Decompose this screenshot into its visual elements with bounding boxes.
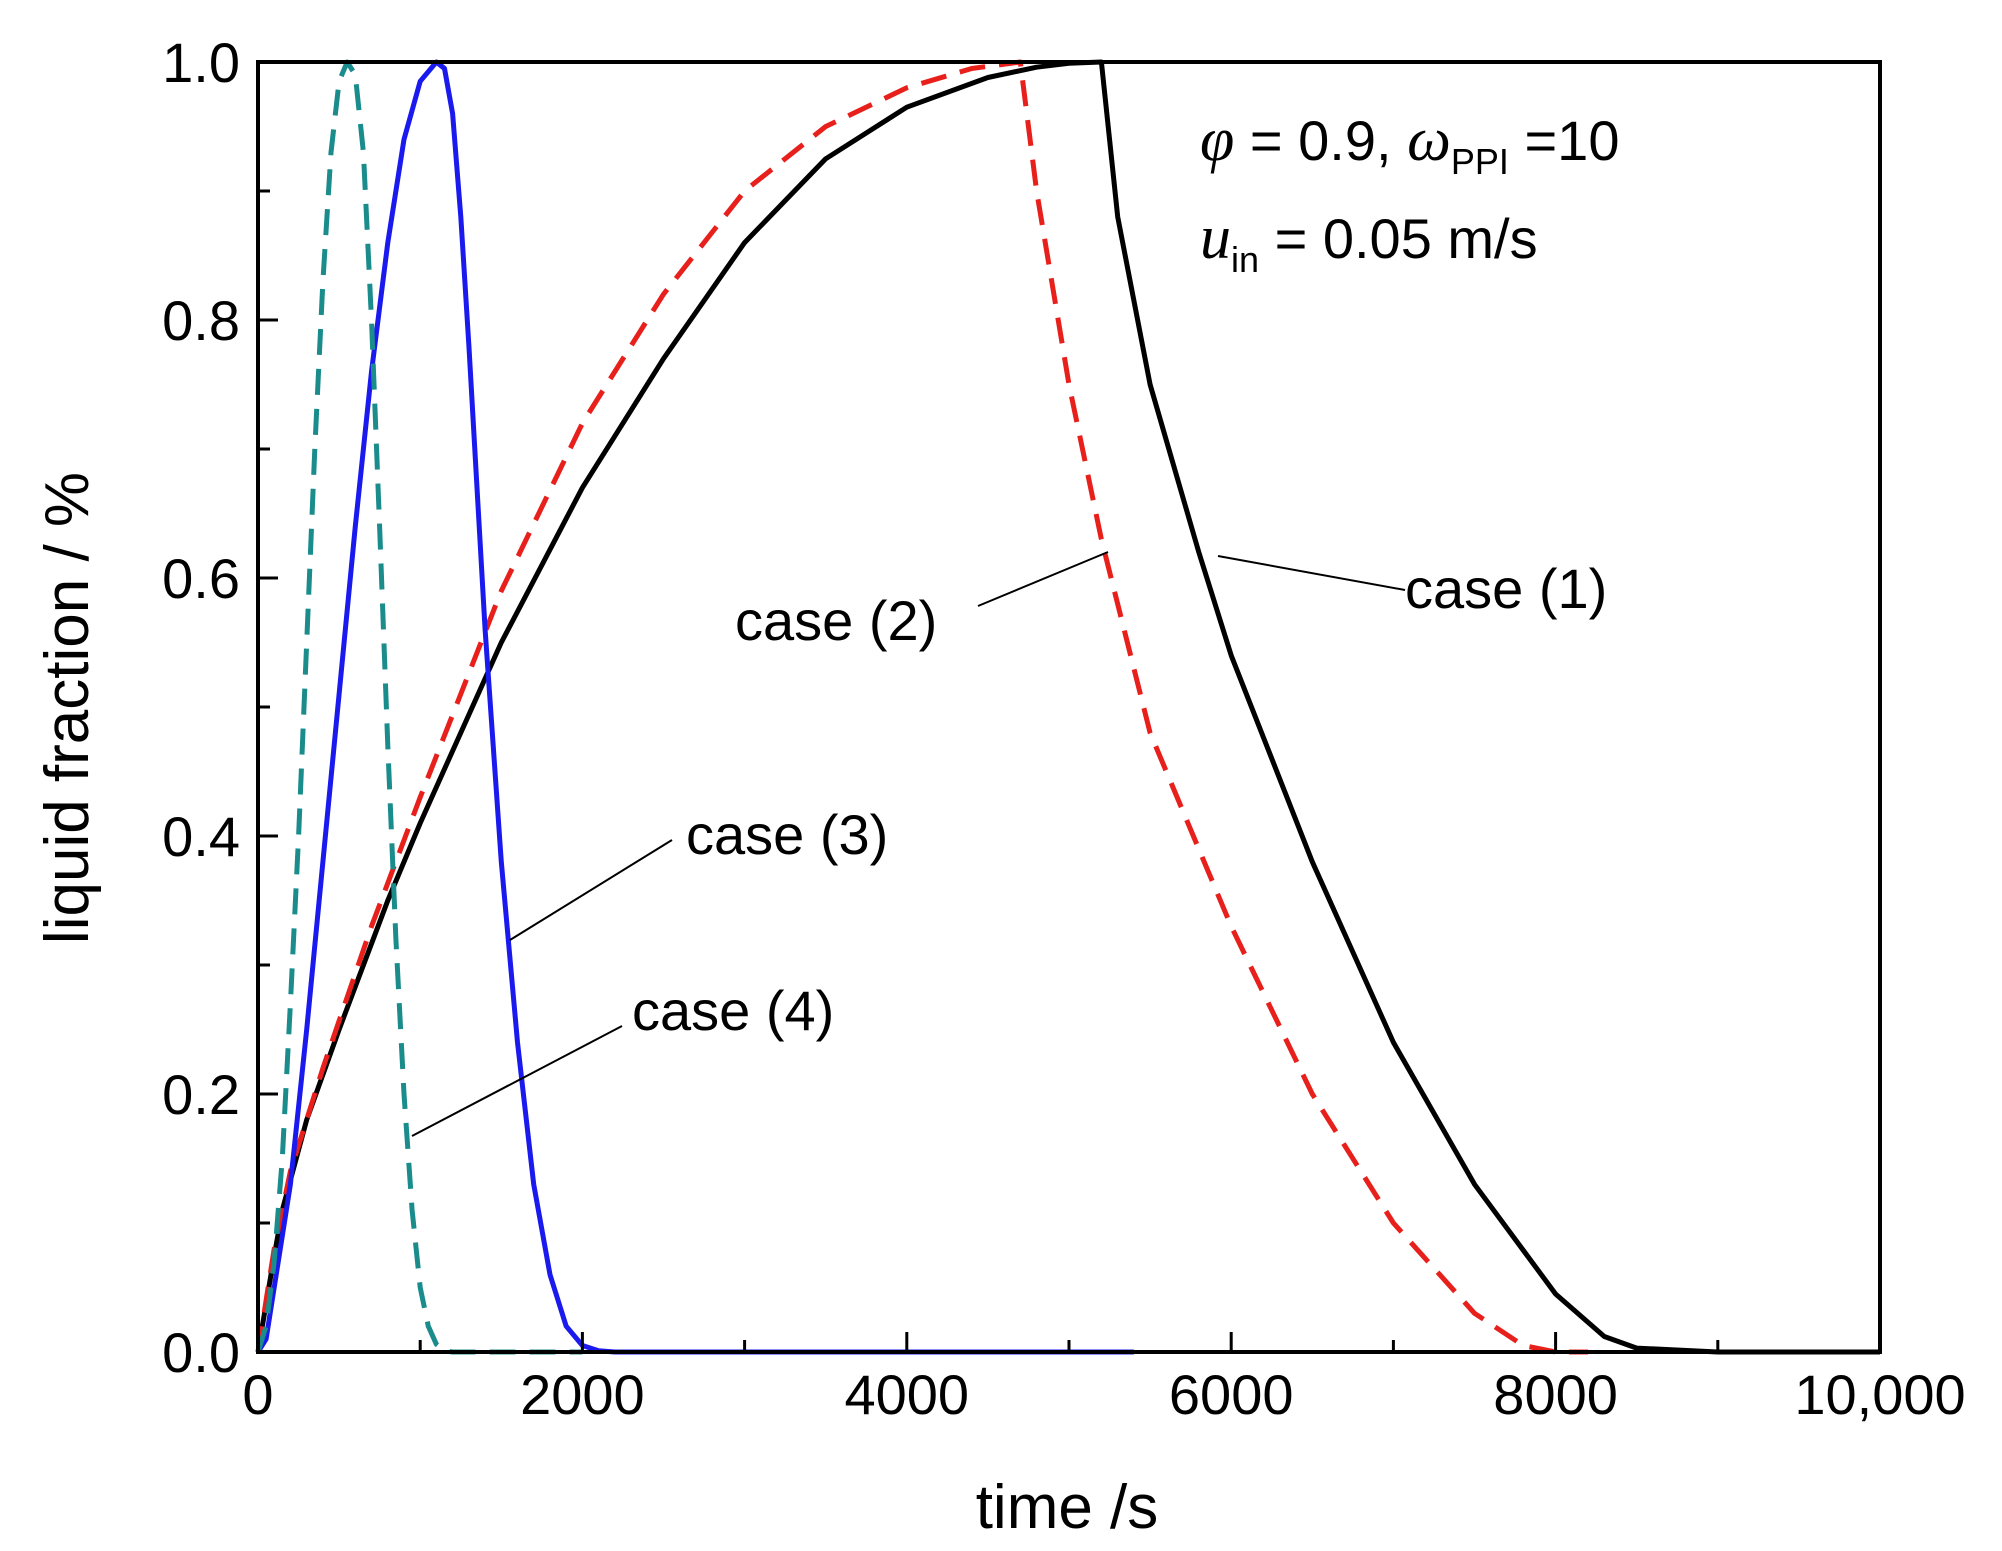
case-1-leader	[1217, 555, 1406, 591]
x-axis-title: time /s	[976, 1473, 1159, 1542]
y-tick-label: 0.0	[162, 1321, 240, 1384]
x-tick-label: 10,000	[1794, 1363, 1965, 1426]
y-tick-labels: 0.0 0.2 0.4 0.6 0.8 1.0	[162, 31, 240, 1384]
annotation-line-1: φ = 0.9, ωPPI =10	[1200, 106, 1619, 182]
u-symbol: u	[1200, 204, 1231, 272]
x-tick-label: 4000	[845, 1363, 970, 1426]
series-line-case-3	[255, 59, 1134, 1355]
u-value: = 0.05 m/s	[1259, 207, 1538, 270]
x-tick-label: 6000	[1169, 1363, 1294, 1426]
omega-symbol: ω	[1407, 106, 1451, 174]
case-2-label: case (2)	[735, 589, 937, 652]
y-tick-label: 0.6	[162, 547, 240, 610]
y-axis-title: liquid fraction / %	[33, 472, 102, 944]
x-tick-label: 2000	[520, 1363, 645, 1426]
series-line-case-4	[255, 59, 583, 1355]
y-tick-label: 0.2	[162, 1063, 240, 1126]
case-2-leader	[977, 551, 1109, 607]
case-4-label: case (4)	[632, 979, 834, 1042]
case-labels: case (1) case (2) case (3) case (4)	[411, 551, 1607, 1137]
annotation: φ = 0.9, ωPPI =10 uin = 0.05 m/s	[1200, 106, 1619, 280]
phi-symbol: φ	[1200, 106, 1234, 174]
case-1-label: case (1)	[1405, 557, 1607, 620]
series-line-case-1	[255, 59, 1880, 1355]
ticks-layer	[256, 60, 1882, 1354]
x-tick-label: 8000	[1493, 1363, 1618, 1426]
series-line-case-2	[255, 59, 1588, 1355]
annotation-line-2: uin = 0.05 m/s	[1200, 204, 1538, 280]
y-tick-label: 1.0	[162, 31, 240, 94]
case-3-leader	[509, 839, 673, 941]
x-tick-labels: 0 2000 4000 6000 8000 10,000	[242, 1363, 1965, 1426]
omega-subscript: PPI	[1451, 141, 1509, 182]
phi-value: = 0.9,	[1234, 109, 1407, 172]
case-4-leader	[411, 1025, 623, 1137]
x-tick-label: 0	[242, 1363, 273, 1426]
omega-value: =10	[1509, 109, 1620, 172]
y-tick-label: 0.8	[162, 289, 240, 352]
u-subscript: in	[1231, 239, 1259, 280]
series-layer	[255, 59, 1880, 1355]
case-3-label: case (3)	[686, 803, 888, 866]
plot-frame	[256, 60, 1882, 1354]
y-tick-label: 0.4	[162, 805, 240, 868]
